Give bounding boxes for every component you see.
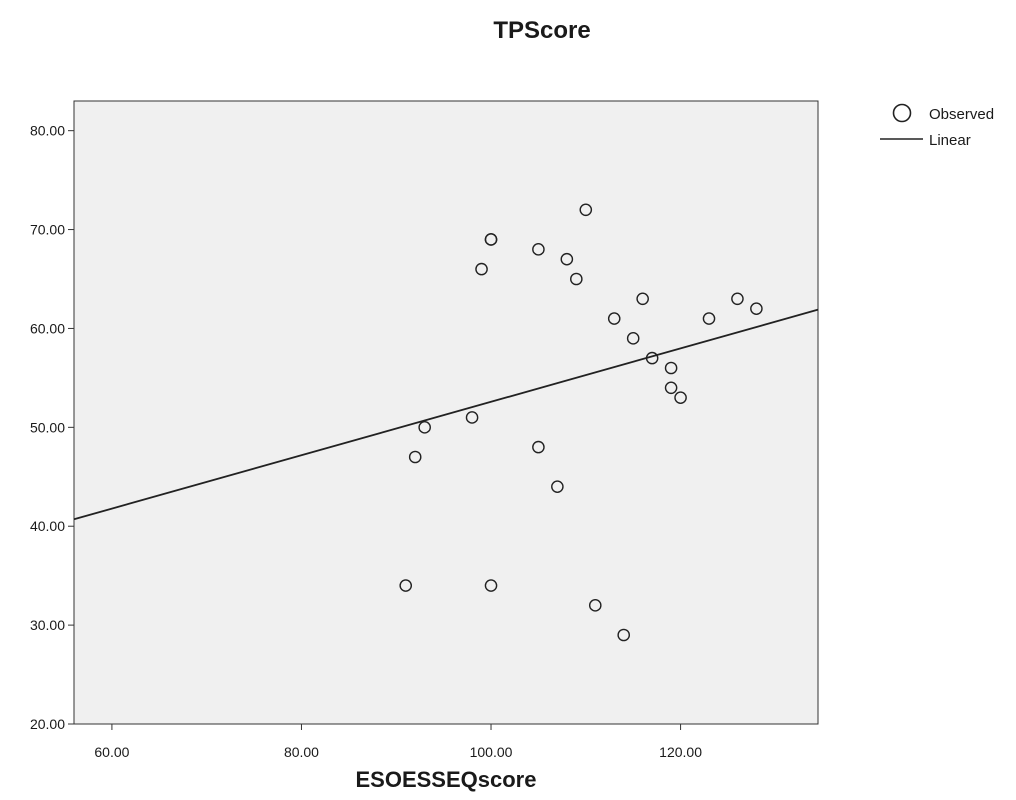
observed-point — [664, 361, 678, 375]
y-tick-label: 40.00 — [30, 518, 65, 534]
y-tick-label: 20.00 — [30, 716, 65, 732]
y-tick-label: 60.00 — [30, 320, 65, 336]
legend-linear-label: Linear — [929, 132, 971, 149]
legend: Observed Linear — [880, 103, 994, 149]
y-tick-label: 70.00 — [30, 222, 65, 238]
x-tick-label: 80.00 — [284, 744, 319, 760]
observed-point — [664, 381, 678, 395]
plot-area — [73, 100, 819, 725]
observed-points-series — [399, 203, 763, 642]
observed-point — [551, 480, 564, 493]
x-tick-label: 60.00 — [94, 744, 129, 760]
chart-title: TPScore — [493, 17, 590, 44]
observed-point — [750, 302, 763, 315]
observed-point — [570, 272, 583, 286]
legend-observed-marker — [892, 103, 912, 123]
y-tick-label: 50.00 — [30, 419, 65, 435]
observed-point — [579, 203, 593, 217]
x-axis: 60.00 80.00 100.00 120.00 — [94, 724, 702, 760]
observed-point — [484, 233, 498, 246]
observed-point — [731, 292, 744, 306]
observed-point — [702, 312, 716, 325]
observed-point — [465, 411, 479, 424]
observed-point — [560, 252, 574, 266]
observed-point — [399, 579, 413, 592]
observed-point — [645, 351, 659, 365]
y-axis: 20.00 30.00 40.00 50.00 60.00 70.00 80.00 — [30, 123, 74, 732]
observed-point — [408, 450, 422, 464]
observed-point — [674, 391, 687, 404]
observed-point — [607, 312, 621, 325]
x-tick-label: 120.00 — [659, 744, 702, 760]
observed-point — [484, 579, 498, 592]
fit-line-series — [73, 308, 819, 521]
observed-point — [532, 243, 545, 256]
observed-point — [475, 262, 488, 276]
x-axis-title: ESOESSEQscore — [356, 767, 537, 792]
y-tick-label: 80.00 — [30, 123, 65, 139]
linear-fit-line — [73, 308, 819, 521]
observed-point — [636, 292, 649, 306]
legend-observed-label: Observed — [929, 106, 994, 123]
observed-point — [418, 421, 431, 434]
x-tick-label: 100.00 — [470, 744, 513, 760]
y-tick-label: 30.00 — [30, 617, 65, 633]
observed-point — [588, 599, 602, 612]
observed-point — [532, 440, 545, 454]
observed-point — [626, 332, 640, 345]
observed-point — [617, 628, 631, 642]
